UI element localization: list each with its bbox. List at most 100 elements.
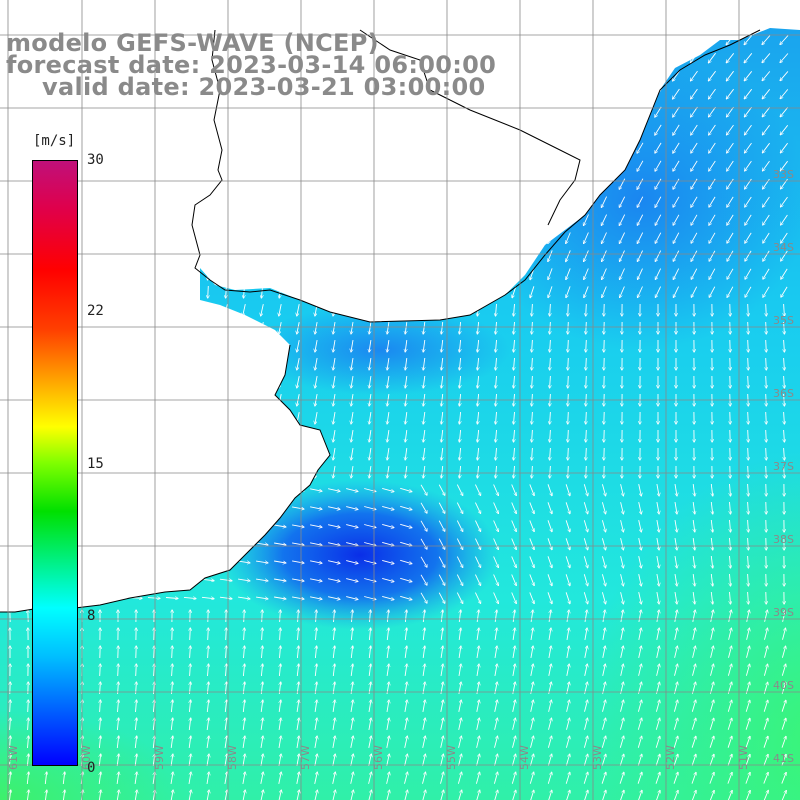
wind-arrow	[673, 250, 680, 262]
wind-arrow	[547, 592, 552, 603]
wind-arrow	[745, 286, 752, 297]
wind-arrow	[459, 447, 460, 460]
wind-arrow	[691, 142, 698, 153]
wind-arrow	[369, 664, 371, 676]
wind-arrow	[529, 484, 534, 495]
wind-arrow	[496, 321, 497, 334]
wind-arrow	[691, 106, 698, 117]
wind-arrow	[781, 700, 786, 712]
wind-arrow	[369, 430, 372, 442]
wind-arrow	[619, 178, 626, 190]
wind-arrow	[745, 124, 752, 135]
wind-arrow	[333, 664, 334, 677]
longitude-label: 61W	[7, 745, 20, 770]
wind-arrow	[673, 160, 680, 171]
wind-arrow	[674, 484, 677, 496]
wind-arrow	[351, 646, 352, 659]
wind-arrow	[297, 646, 298, 659]
wind-arrow	[351, 376, 354, 388]
wind-arrow	[784, 321, 785, 334]
wind-arrow	[709, 250, 716, 261]
wind-arrow	[477, 447, 478, 460]
wind-arrow	[745, 142, 752, 153]
wind-arrow	[243, 700, 244, 713]
wind-arrow	[762, 71, 771, 80]
wind-arrow	[548, 628, 551, 640]
wind-arrow	[292, 506, 304, 509]
wind-arrow	[550, 411, 551, 424]
wind-arrow	[493, 484, 499, 496]
wind-arrow	[514, 375, 515, 388]
wind-arrow	[333, 358, 336, 370]
wind-arrow	[748, 465, 749, 478]
wind-arrow	[780, 125, 789, 134]
wind-arrow	[655, 124, 662, 135]
wind-arrow	[496, 303, 497, 316]
wind-arrow	[656, 574, 659, 586]
wind-arrow	[438, 556, 445, 568]
wind-arrow	[458, 646, 461, 658]
wind-arrow	[693, 574, 695, 586]
wind-arrow	[474, 502, 480, 514]
wind-arrow	[566, 610, 569, 622]
wind-arrow	[566, 628, 569, 640]
wind-arrow	[532, 375, 533, 388]
wind-arrow	[655, 142, 662, 153]
wind-arrow	[262, 610, 263, 623]
wind-arrow	[584, 628, 587, 640]
wind-arrow	[382, 541, 394, 545]
wind-arrow	[459, 375, 460, 388]
wind-arrow	[420, 574, 427, 585]
wind-arrow	[730, 573, 731, 586]
wind-arrow	[780, 35, 789, 45]
wind-arrow	[656, 484, 659, 496]
wind-arrow	[620, 268, 625, 280]
wind-arrow	[730, 537, 731, 550]
wind-arrow	[691, 214, 698, 225]
wind-arrow	[748, 591, 749, 604]
wind-arrow	[458, 664, 461, 676]
wind-arrow	[333, 412, 336, 424]
wind-arrow	[748, 339, 749, 352]
wind-arrow	[514, 321, 515, 334]
wind-arrow	[310, 488, 322, 491]
wind-arrow	[727, 196, 734, 207]
wind-arrow	[529, 574, 534, 585]
wind-arrow	[28, 700, 29, 713]
wind-arrow	[532, 303, 533, 316]
wind-arrow	[154, 646, 155, 659]
wind-arrow	[764, 646, 768, 658]
wind-arrow	[673, 142, 680, 153]
wind-arrow	[387, 358, 390, 370]
wind-arrow	[638, 268, 643, 280]
wind-arrow	[620, 628, 623, 640]
wind-arrow	[333, 340, 336, 352]
wind-arrow	[637, 160, 644, 171]
wind-arrow	[496, 411, 497, 424]
wind-arrow	[494, 628, 497, 640]
wind-arrow	[315, 376, 318, 388]
wind-arrow	[568, 375, 569, 388]
wind-arrow	[691, 178, 698, 189]
wind-arrow	[726, 70, 734, 81]
wind-arrow	[655, 178, 662, 189]
wind-arrow	[474, 520, 480, 532]
wind-arrow	[674, 574, 677, 586]
wind-arrow	[316, 628, 317, 641]
wind-arrow	[438, 484, 445, 496]
wind-arrow	[530, 610, 533, 622]
wind-arrow	[351, 358, 354, 370]
wind-arrow	[333, 448, 336, 460]
wind-arrow	[727, 106, 734, 117]
wind-arrow	[550, 465, 551, 478]
wind-arrow	[297, 376, 300, 388]
wind-arrow	[727, 232, 734, 243]
wind-arrow	[441, 429, 442, 442]
wind-arrow	[745, 160, 752, 171]
wind-arrow	[601, 592, 605, 604]
wind-arrow	[762, 53, 771, 62]
wind-arrow	[780, 89, 789, 98]
wind-arrow	[602, 250, 607, 262]
wind-arrow	[748, 411, 749, 424]
